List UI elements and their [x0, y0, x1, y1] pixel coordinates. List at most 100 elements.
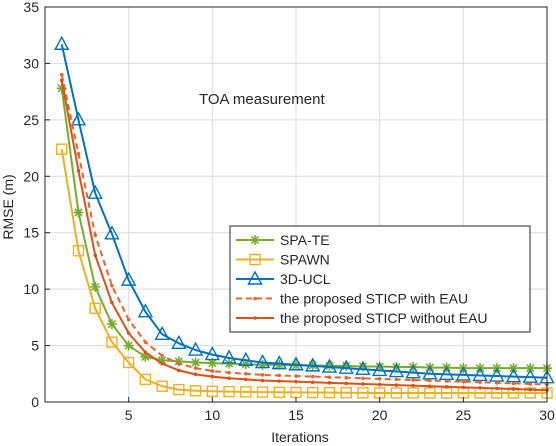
series-point — [70, 111, 87, 126]
legend-label: SPA-TE — [280, 232, 330, 248]
series-layer — [54, 35, 555, 399]
series-3 — [59, 72, 549, 387]
series-point — [310, 380, 315, 385]
series-point — [294, 374, 298, 378]
series-point — [340, 387, 352, 399]
legend-label: SPAWN — [280, 252, 330, 268]
series-point — [139, 373, 152, 386]
series-point — [140, 351, 151, 362]
series-line — [60, 74, 548, 386]
series-point — [173, 383, 185, 396]
series-point — [307, 386, 319, 399]
series-point — [273, 386, 285, 398]
series-point — [189, 385, 202, 397]
series-point — [76, 151, 81, 156]
series-point — [411, 383, 415, 388]
series-point — [207, 358, 218, 369]
series-point — [305, 357, 321, 372]
series-point — [210, 374, 215, 379]
series-point — [327, 375, 332, 379]
annotation-text: TOA measurement — [199, 91, 325, 108]
series-point — [143, 350, 148, 355]
series-point — [187, 341, 204, 356]
series-point — [444, 384, 449, 389]
legend-entry: the proposed STICP without EAU — [236, 310, 488, 326]
series-point — [156, 380, 168, 392]
series-point — [256, 386, 269, 398]
legend-entry: 3D-UCL — [236, 270, 331, 287]
legend-label: 3D-UCL — [280, 271, 331, 287]
series-line — [60, 149, 547, 394]
series-point — [106, 319, 117, 330]
series-point — [361, 382, 365, 386]
series-4 — [59, 78, 549, 392]
series-point — [76, 168, 81, 173]
series-point — [377, 377, 382, 381]
x-tick-label: 10 — [205, 407, 221, 423]
series-point — [73, 207, 84, 218]
series-point — [173, 356, 184, 367]
series-point — [260, 378, 265, 383]
series-point — [357, 361, 368, 372]
series-point — [511, 381, 516, 386]
series-point — [528, 382, 533, 386]
series-point — [260, 373, 265, 377]
y-tick-label: 5 — [31, 338, 39, 354]
series-point — [344, 375, 349, 380]
axis-ticks: 5 10 15 20 25 30 0 5 10 15 20 25 30 35 — [23, 0, 555, 423]
series-point — [391, 362, 402, 373]
y-tick-label: 25 — [23, 112, 39, 128]
x-axis-label: Iterations — [271, 429, 329, 445]
y-tick-label: 15 — [23, 225, 39, 241]
series-point — [204, 346, 221, 361]
series-point — [495, 386, 499, 391]
series-point — [407, 387, 419, 399]
series-point — [177, 361, 181, 366]
series-point — [59, 72, 64, 77]
legend-marker — [250, 235, 260, 245]
series-point — [323, 386, 336, 399]
series-point — [93, 253, 97, 258]
legend-label: the proposed STICP without EAU — [280, 310, 488, 326]
series-point — [171, 334, 187, 350]
series-point — [104, 225, 120, 240]
y-axis-label: RMSE (m) — [0, 174, 16, 239]
series-point — [377, 382, 382, 387]
series-point — [327, 381, 332, 385]
legend: SPA-TE SPAWN 3D-UCL the proposed STICP with… — [229, 225, 531, 333]
series-point — [525, 363, 536, 374]
series-point — [160, 353, 164, 358]
series-point — [394, 383, 399, 387]
series-point — [154, 325, 170, 340]
y-tick-label: 35 — [23, 0, 39, 15]
series-point — [478, 380, 482, 385]
series-point — [341, 360, 352, 371]
series-point — [277, 373, 282, 378]
series-point — [310, 374, 315, 379]
series-point — [461, 379, 466, 384]
series-point — [495, 381, 499, 385]
legend-marker — [247, 270, 263, 285]
series-point — [528, 387, 533, 392]
series-point — [394, 377, 399, 382]
series-point — [193, 366, 198, 370]
series-point — [338, 359, 354, 374]
series-point — [137, 303, 154, 318]
y-tick-label: 30 — [23, 55, 39, 71]
series-point — [122, 356, 135, 369]
series-point — [190, 357, 201, 368]
series-point — [227, 376, 231, 381]
series-point — [223, 385, 235, 398]
series-point — [388, 363, 405, 378]
series-point — [344, 381, 349, 386]
series-point — [478, 386, 482, 390]
series-point — [160, 361, 164, 366]
series-point — [321, 358, 338, 373]
x-tick-label: 5 — [125, 407, 133, 423]
legend-marker — [253, 316, 257, 320]
series-point — [126, 331, 131, 335]
series-point — [254, 354, 271, 369]
series-point — [444, 379, 449, 383]
series-point — [206, 385, 219, 397]
